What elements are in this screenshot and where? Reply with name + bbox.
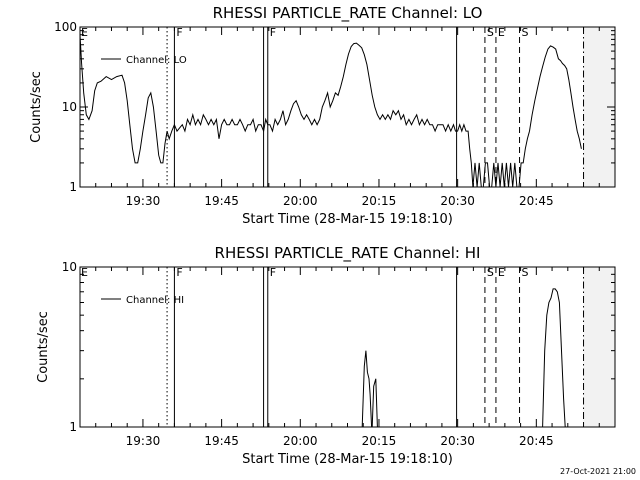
x-tick-label: 19:30 bbox=[126, 434, 161, 448]
chart-title: RHESSI PARTICLE_RATE Channel: LO bbox=[213, 4, 483, 23]
x-tick-label: 20:00 bbox=[283, 194, 318, 208]
x-axis-label: Start Time (28-Mar-15 19:18:10) bbox=[242, 212, 453, 227]
y-tick-label: 1 bbox=[69, 180, 77, 194]
edge-label: E bbox=[81, 26, 88, 39]
panel-hi: RHESSI PARTICLE_RATE Channel: HIF F S E SECh… bbox=[36, 244, 616, 467]
x-tick-label: 19:45 bbox=[204, 434, 239, 448]
legend-label: Channel: HI bbox=[126, 295, 184, 306]
x-tick-label: 20:45 bbox=[519, 434, 554, 448]
panel-lo: RHESSI PARTICLE_RATE Channel: LOF F S E SECh… bbox=[29, 4, 616, 227]
x-tick-label: 20:30 bbox=[440, 434, 475, 448]
marker-label: F bbox=[176, 26, 182, 39]
x-tick-label: 19:30 bbox=[126, 194, 161, 208]
plot-frame bbox=[79, 266, 616, 428]
x-tick-label: 20:00 bbox=[283, 434, 318, 448]
shaded-region bbox=[583, 267, 615, 427]
series-line bbox=[371, 378, 378, 427]
marker-label: E bbox=[498, 266, 505, 279]
y-axis-label: Counts/sec bbox=[29, 71, 44, 143]
x-tick-label: 19:45 bbox=[204, 194, 239, 208]
y-tick-label: 100 bbox=[54, 20, 77, 34]
edge-label: E bbox=[81, 266, 88, 279]
chart-title: RHESSI PARTICLE_RATE Channel: HI bbox=[215, 244, 481, 263]
x-tick-label: 20:45 bbox=[519, 194, 554, 208]
marker-label: F bbox=[176, 266, 182, 279]
x-tick-label: 20:30 bbox=[440, 194, 475, 208]
marker-label: F bbox=[270, 266, 276, 279]
marker-label: S bbox=[487, 266, 494, 279]
marker-label: E bbox=[498, 26, 505, 39]
plot-frame bbox=[79, 26, 616, 188]
y-axis-label: Counts/sec bbox=[36, 311, 51, 383]
y-tick-label: 10 bbox=[62, 260, 77, 274]
marker-label: S bbox=[522, 266, 529, 279]
y-tick-label: 10 bbox=[62, 100, 77, 114]
x-tick-label: 20:15 bbox=[362, 434, 397, 448]
series-line bbox=[542, 288, 566, 427]
x-axis-label: Start Time (28-Mar-15 19:18:10) bbox=[242, 452, 453, 467]
series-line bbox=[361, 350, 373, 427]
y-tick-label: 1 bbox=[69, 420, 77, 434]
date-stamp: 27-Oct-2021 21:00 bbox=[560, 467, 636, 476]
marker-label: S bbox=[522, 26, 529, 39]
marker-label: S bbox=[487, 26, 494, 39]
marker-label: F bbox=[270, 26, 276, 39]
legend-label: Channel: LO bbox=[126, 55, 187, 66]
x-tick-label: 20:15 bbox=[362, 194, 397, 208]
